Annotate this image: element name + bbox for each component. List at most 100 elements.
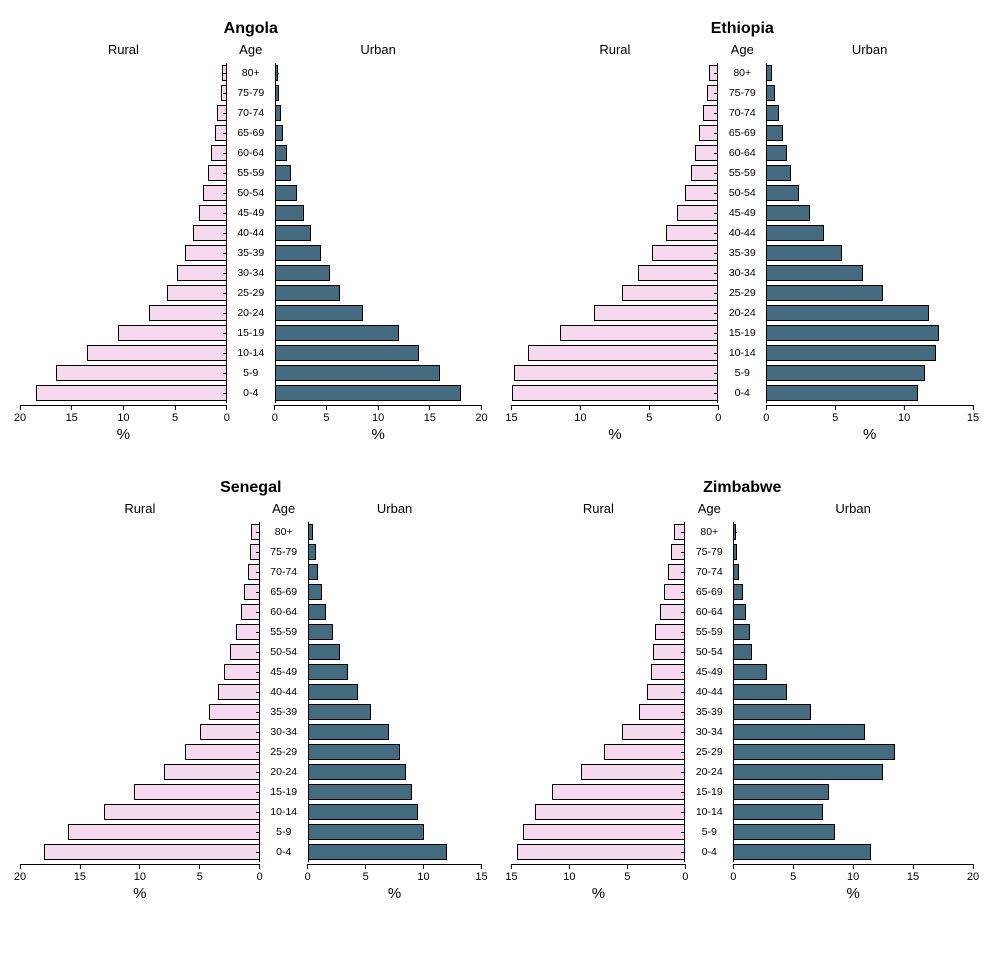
bar-row	[512, 742, 686, 762]
age-group-label: 25-29	[718, 283, 766, 303]
age-label-row: 65-69	[718, 123, 766, 143]
urban-bar	[308, 724, 389, 740]
age-group-label: 30-34	[227, 263, 275, 283]
bar-row	[733, 762, 973, 782]
urban-bar	[275, 345, 420, 361]
age-group-label: 10-14	[260, 802, 308, 822]
sublabel-row: RuralAgeUrban	[512, 42, 974, 57]
age-group-label: 15-19	[685, 782, 733, 802]
age-group-label: 60-64	[685, 602, 733, 622]
rural-bar	[193, 225, 227, 241]
rural-bar	[581, 764, 685, 780]
urban-bar	[275, 225, 311, 241]
age-group-label: 75-79	[685, 542, 733, 562]
x-axis: 05101520%	[275, 405, 482, 439]
urban-bar	[733, 604, 746, 620]
axis-tick: 5	[790, 864, 796, 883]
axis-tick: 20	[14, 405, 26, 424]
urban-bar	[275, 365, 440, 381]
age-label-row: 75-79	[718, 83, 766, 103]
bar-row	[308, 762, 482, 782]
axis-tick-label: 0	[272, 412, 278, 424]
rural-bar	[638, 265, 718, 281]
age-group-label: 45-49	[227, 203, 275, 223]
age-label-row: 50-54	[227, 183, 275, 203]
age-group-label: 80+	[718, 63, 766, 83]
panel-title: Zimbabwe	[512, 479, 974, 497]
age-column: 80+75-7970-7465-6960-6455-5950-5445-4940…	[718, 63, 766, 403]
axis-row: 151050%05101520%	[512, 862, 974, 898]
axis-title: %	[20, 426, 227, 443]
age-group-label: 5-9	[685, 822, 733, 842]
bar-row	[20, 802, 260, 822]
bar-row	[733, 562, 973, 582]
age-group-label: 15-19	[718, 323, 766, 343]
urban-bar	[308, 604, 327, 620]
urban-side	[308, 522, 482, 862]
bar-row	[766, 163, 973, 183]
urban-bar	[275, 325, 399, 341]
urban-bar	[766, 345, 936, 361]
bar-row	[20, 103, 227, 123]
rural-label: Rural	[20, 42, 227, 57]
age-label-row: 45-49	[685, 662, 733, 682]
sublabel-row: RuralAgeUrban	[20, 42, 482, 57]
sublabel-row: RuralAgeUrban	[512, 501, 974, 516]
rural-bar	[134, 784, 260, 800]
bar-row	[512, 582, 686, 602]
axis-tick-label: 15	[74, 871, 86, 883]
axis-title: %	[308, 885, 482, 902]
rural-bar	[552, 784, 685, 800]
bar-row	[766, 343, 973, 363]
axis-tick: 5	[624, 864, 630, 883]
age-label-row: 10-14	[685, 802, 733, 822]
axis-tick: 5	[172, 405, 178, 424]
age-group-label: 15-19	[260, 782, 308, 802]
age-group-label: 55-59	[260, 622, 308, 642]
age-label-row: 65-69	[227, 123, 275, 143]
bar-row	[308, 842, 482, 862]
bar-row	[512, 562, 686, 582]
age-label-row: 70-74	[260, 562, 308, 582]
axis-tick-label: 5	[363, 871, 369, 883]
urban-bar	[733, 844, 871, 860]
age-label-row: 40-44	[718, 223, 766, 243]
bar-row	[766, 183, 973, 203]
bar-row	[512, 682, 686, 702]
urban-bar	[766, 285, 883, 301]
urban-bar	[733, 744, 895, 760]
age-label-row: 70-74	[227, 103, 275, 123]
age-label-row: 60-64	[685, 602, 733, 622]
bar-row	[512, 63, 719, 83]
rural-bar	[218, 684, 260, 700]
age-group-label: 40-44	[227, 223, 275, 243]
age-group-label: 35-39	[227, 243, 275, 263]
urban-bar	[733, 584, 743, 600]
urban-bar	[275, 385, 461, 401]
rural-bar	[639, 704, 685, 720]
axis-tick: 20	[475, 405, 487, 424]
bar-row	[766, 243, 973, 263]
bar-row	[512, 363, 719, 383]
urban-bar	[308, 824, 424, 840]
axis-tick: 5	[832, 405, 838, 424]
urban-bar	[766, 265, 862, 281]
urban-bar	[766, 325, 938, 341]
bar-row	[766, 223, 973, 243]
age-label-row: 70-74	[718, 103, 766, 123]
urban-bar	[733, 624, 750, 640]
age-group-label: 55-59	[227, 163, 275, 183]
bar-row	[512, 163, 719, 183]
age-label-row: 20-24	[718, 303, 766, 323]
age-group-label: 70-74	[718, 103, 766, 123]
bar-row	[275, 303, 482, 323]
bar-row	[733, 842, 973, 862]
bar-row	[20, 183, 227, 203]
axis-tick: 5	[363, 864, 369, 883]
bar-row	[512, 183, 719, 203]
urban-bar	[308, 564, 318, 580]
bar-row	[733, 722, 973, 742]
rural-bar	[68, 824, 260, 840]
axis-title: %	[20, 885, 260, 902]
age-group-label: 70-74	[260, 562, 308, 582]
